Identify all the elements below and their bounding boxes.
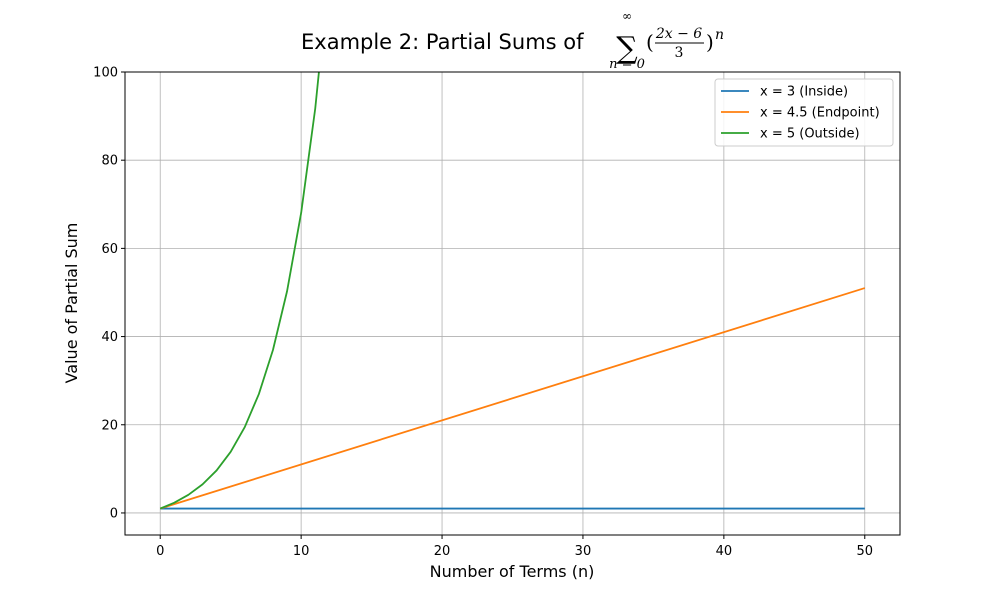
title-exponent: n <box>715 27 724 43</box>
x-tick-label-5: 50 <box>856 544 873 559</box>
open-paren: ( <box>646 30 654 54</box>
series-line-1 <box>159 287 866 510</box>
chart-title: Example 2: Partial Sums of ∞ ∑ n = 0 ( 2… <box>301 9 724 72</box>
axis-ticks: 0 10 20 30 40 50 0 20 40 60 80 100 <box>93 66 873 560</box>
x-tick-label-0: 0 <box>156 544 164 559</box>
legend-label-1: x = 4.5 (Endpoint) <box>760 106 880 121</box>
legend: x = 3 (Inside) x = 4.5 (Endpoint) x = 5 (O… <box>714 78 894 147</box>
sum-symbol: ∑ <box>616 31 638 66</box>
x-tick-label-4: 40 <box>716 544 733 559</box>
x-tick-label-3: 30 <box>575 544 592 559</box>
legend-label-2: x = 5 (Outside) <box>760 127 860 142</box>
sum-lower-limit: n = 0 <box>609 57 645 72</box>
series-line-2 <box>159 72 320 510</box>
plot-frame <box>124 71 901 536</box>
y-tick-label-5: 100 <box>93 66 118 81</box>
x-tick-label-2: 20 <box>434 544 451 559</box>
legend-label-0: x = 3 (Inside) <box>760 85 848 100</box>
x-axis-label: Number of Terms (n) <box>430 562 595 581</box>
chart-title-prefix: Example 2: Partial Sums of <box>301 30 584 54</box>
close-paren: ) <box>706 30 714 54</box>
y-tick-label-4: 80 <box>101 154 118 169</box>
sum-upper-limit: ∞ <box>622 9 632 23</box>
y-tick-label-3: 60 <box>101 242 118 257</box>
fraction-denominator: 3 <box>675 45 684 61</box>
x-tick-label-1: 10 <box>293 544 310 559</box>
y-tick-label-1: 20 <box>101 418 118 433</box>
y-axis-label: Value of Partial Sum <box>62 223 81 384</box>
y-tick-label-2: 40 <box>101 330 118 345</box>
legend-box <box>714 78 894 147</box>
series-lines <box>159 72 866 510</box>
y-tick-label-0: 0 <box>110 506 118 521</box>
fraction-numerator: 2x − 6 <box>655 26 702 42</box>
